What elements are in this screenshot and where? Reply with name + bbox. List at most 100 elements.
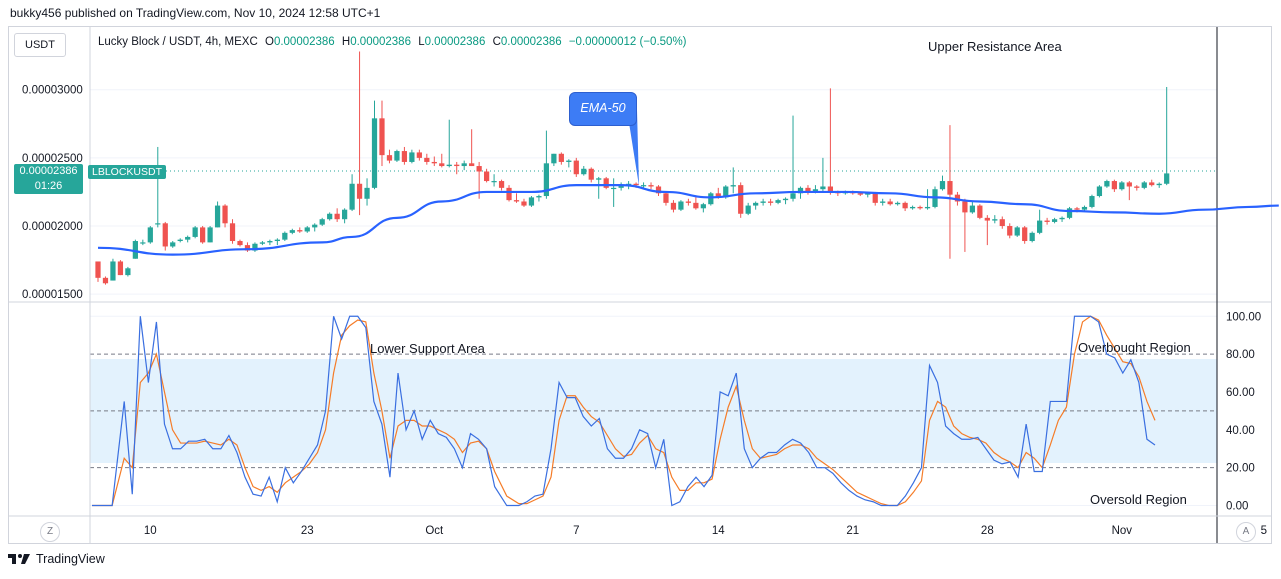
candle-body <box>1074 208 1080 210</box>
candle-body <box>252 243 258 251</box>
candle-body <box>895 202 901 205</box>
candle-body <box>431 161 437 164</box>
close-label: C <box>492 36 501 48</box>
candle-body <box>865 193 871 195</box>
candle-body <box>663 193 669 203</box>
candle-body <box>558 153 564 162</box>
candle-body <box>214 205 221 228</box>
candle-body <box>476 166 482 172</box>
candle-body <box>1066 208 1073 218</box>
candle-body <box>1007 226 1013 236</box>
candle-body <box>909 206 916 209</box>
symbol-tag: LBLOCKUSDT <box>88 165 167 179</box>
candle-body <box>327 213 333 220</box>
candle-body <box>708 193 714 205</box>
candle-body <box>984 217 990 221</box>
rsi-k-line <box>92 315 1156 507</box>
publish-header: bukky456 published on TradingView.com, N… <box>10 6 381 20</box>
candle-body <box>1081 206 1088 210</box>
candles-group <box>95 51 1170 285</box>
candle-body <box>917 206 923 209</box>
candle-body <box>416 152 422 158</box>
candle-body <box>536 196 542 198</box>
last-price-tag: 0.00002386 01:26 <box>14 164 83 194</box>
chart-frame <box>8 26 1272 544</box>
candle-body <box>469 163 475 167</box>
candle-body <box>483 171 490 182</box>
price-axis-labels: 0.00003000 0.00002500 0.00002000 0.00001500 <box>22 85 83 301</box>
price-tick-label: 0.00002500 <box>22 153 83 165</box>
rsi-tick-label: 80.00 <box>1226 349 1255 361</box>
time-tick-label: 10 <box>144 525 157 537</box>
candle-body <box>1089 196 1095 207</box>
candle-body <box>349 183 355 210</box>
candle-body <box>820 186 826 190</box>
candle-body <box>342 209 348 220</box>
ohlc-legend: Lucky Block / USDT, 4h, MEXC O0.00002386… <box>98 36 687 48</box>
candle-body <box>1096 186 1103 197</box>
candle-body <box>730 185 736 187</box>
candle-body <box>297 230 303 232</box>
candle-body <box>200 227 206 243</box>
zoom-reset-button[interactable]: Z <box>40 522 60 542</box>
rsi-axis-labels: 100.00 80.00 60.00 40.00 20.00 0.00 <box>1226 311 1261 512</box>
symbol-title: Lucky Block / USDT, 4h, MEXC <box>98 36 258 48</box>
candle-body <box>618 185 624 188</box>
price-grid <box>90 89 1217 295</box>
candle-body <box>491 181 497 183</box>
candle-body <box>880 201 886 203</box>
candle-body <box>1104 181 1110 187</box>
candle-body <box>1141 182 1147 188</box>
candle-body <box>229 223 236 242</box>
candle-body <box>648 185 654 187</box>
candle-body <box>439 163 445 167</box>
last-price-value: 0.00002386 <box>19 165 78 177</box>
candle-body <box>887 201 893 205</box>
candle-body <box>446 164 452 167</box>
candle-body <box>177 239 183 242</box>
candle-body <box>1134 186 1140 188</box>
time-tick-label: 7 <box>573 525 579 537</box>
candle-body <box>790 193 796 199</box>
change-value: −0.00000012 (−0.50%) <box>568 36 687 48</box>
candle-body <box>356 183 363 199</box>
candle-body <box>543 163 550 197</box>
auto-scale-button[interactable]: A <box>1236 522 1256 542</box>
candle-body <box>977 205 983 218</box>
currency-selector[interactable]: USDT <box>14 33 66 57</box>
candle-body <box>767 201 774 203</box>
candle-body <box>1126 182 1132 187</box>
candle-body <box>312 224 318 228</box>
oversold-label: Oversold Region <box>1090 492 1187 507</box>
tradingview-logo-icon <box>8 554 30 564</box>
candle-body <box>528 197 535 206</box>
high-value: 0.00002386 <box>350 36 411 48</box>
candle-body <box>386 155 393 161</box>
candle-body <box>924 206 931 209</box>
rsi-grid <box>90 315 1217 507</box>
candle-body <box>304 227 310 232</box>
candle-body <box>274 239 280 242</box>
price-tick-label: 0.00002000 <box>22 221 83 233</box>
candle-body <box>1119 182 1125 190</box>
candle-body <box>633 183 639 186</box>
open-value: 0.00002386 <box>273 36 335 48</box>
candle-body <box>1014 227 1020 236</box>
candle-body <box>117 261 124 276</box>
time-tick-label: Oct <box>425 525 444 537</box>
candle-body <box>371 118 378 188</box>
candle-body <box>872 193 878 203</box>
candle-body <box>319 219 325 225</box>
candle-body <box>513 200 520 202</box>
candle-body <box>969 205 975 213</box>
candle-body <box>812 189 819 192</box>
candle-body <box>170 242 176 247</box>
candle-body <box>678 201 684 210</box>
candle-body <box>715 193 721 198</box>
candle-body <box>640 185 647 187</box>
ema-callout-pointer <box>627 110 639 186</box>
time-tick-label: 23 <box>301 525 314 537</box>
candle-body <box>454 164 460 167</box>
lower-support-label: Lower Support Area <box>370 341 485 356</box>
